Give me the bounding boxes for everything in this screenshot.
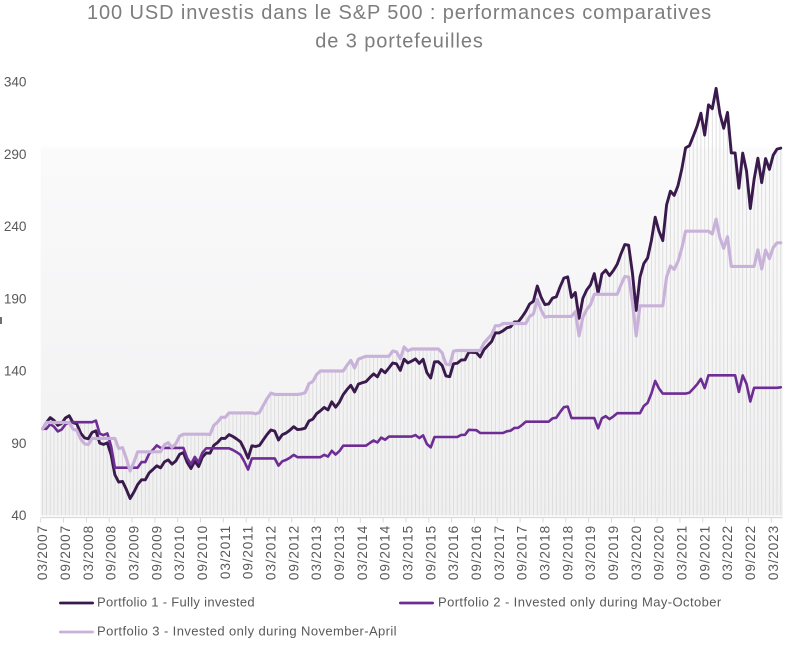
svg-text:03/2019: 03/2019 bbox=[583, 525, 598, 580]
svg-text:03/2018: 03/2018 bbox=[538, 525, 553, 580]
svg-text:09/2017: 09/2017 bbox=[515, 525, 530, 580]
svg-text:03/2022: 03/2022 bbox=[720, 525, 735, 580]
svg-text:240: 240 bbox=[4, 219, 27, 234]
svg-text:09/2019: 09/2019 bbox=[606, 525, 621, 580]
svg-text:03/2017: 03/2017 bbox=[492, 525, 507, 580]
svg-text:340: 340 bbox=[4, 75, 27, 90]
svg-text:Portfolio 1 - Fully invested: Portfolio 1 - Fully invested bbox=[97, 595, 255, 610]
svg-text:09/2009: 09/2009 bbox=[149, 525, 164, 580]
svg-text:03/2009: 03/2009 bbox=[126, 525, 141, 580]
svg-text:90: 90 bbox=[11, 436, 27, 451]
svg-text:03/2021: 03/2021 bbox=[674, 525, 689, 580]
svg-text:09/2014: 09/2014 bbox=[378, 525, 393, 580]
svg-text:190: 190 bbox=[4, 291, 27, 306]
svg-text:03/2014: 03/2014 bbox=[355, 525, 370, 580]
svg-text:03/2008: 03/2008 bbox=[81, 525, 96, 580]
svg-text:09/2018: 09/2018 bbox=[560, 525, 575, 580]
svg-text:de 3 portefeuilles: de 3 portefeuilles bbox=[315, 31, 484, 53]
svg-text:100 USD investis dans le S&P 5: 100 USD investis dans le S&P 500 : perfo… bbox=[87, 2, 712, 24]
svg-text:Portfolio 3 - Invested only du: Portfolio 3 - Invested only during Novem… bbox=[97, 624, 397, 639]
svg-text:03/2020: 03/2020 bbox=[629, 525, 644, 580]
svg-text:09/2012: 09/2012 bbox=[286, 525, 301, 580]
svg-text:03/2013: 03/2013 bbox=[309, 525, 324, 580]
svg-text:03/2011: 03/2011 bbox=[218, 525, 233, 579]
svg-text:09/2015: 09/2015 bbox=[423, 525, 438, 580]
svg-text:03/2023: 03/2023 bbox=[766, 525, 781, 580]
svg-text:40: 40 bbox=[11, 508, 27, 523]
svg-text:09/2016: 09/2016 bbox=[469, 525, 484, 580]
svg-text:09/2013: 09/2013 bbox=[332, 525, 347, 580]
svg-text:290: 290 bbox=[4, 147, 27, 162]
svg-text:140: 140 bbox=[4, 364, 27, 379]
svg-text:03/2012: 03/2012 bbox=[264, 525, 279, 580]
svg-text:09/2008: 09/2008 bbox=[104, 525, 119, 580]
svg-text:09/2011: 09/2011 bbox=[241, 525, 256, 579]
svg-text:09/2022: 09/2022 bbox=[743, 525, 758, 580]
svg-text:03/2010: 03/2010 bbox=[172, 525, 187, 580]
svg-text:Portfolio 2 - Invested only du: Portfolio 2 - Invested only during May-O… bbox=[438, 595, 722, 610]
svg-text:09/2021: 09/2021 bbox=[697, 525, 712, 580]
svg-text:09/2010: 09/2010 bbox=[195, 525, 210, 580]
svg-text:09/2020: 09/2020 bbox=[652, 525, 667, 580]
svg-text:03/2016: 03/2016 bbox=[446, 525, 461, 580]
svg-text:03/2007: 03/2007 bbox=[35, 525, 50, 580]
svg-text:03/2015: 03/2015 bbox=[401, 525, 416, 580]
svg-text:09/2007: 09/2007 bbox=[58, 525, 73, 580]
